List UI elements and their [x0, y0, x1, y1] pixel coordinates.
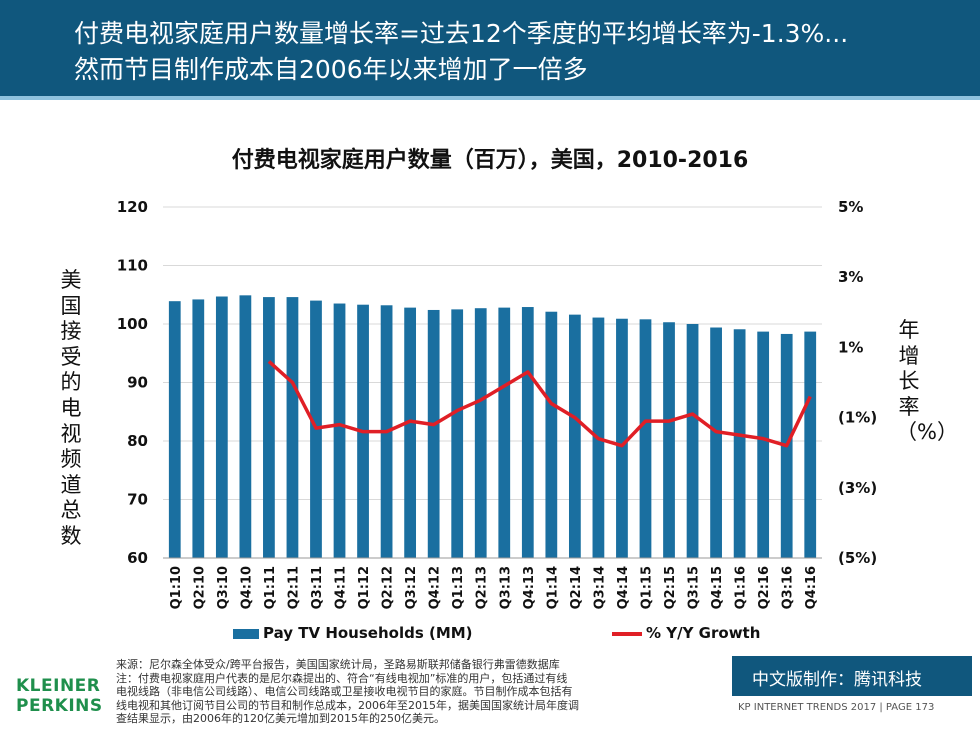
- x-tick-label: Q3:14: [592, 566, 607, 609]
- bar: [286, 297, 299, 558]
- x-tick-label: Q4:14: [616, 566, 631, 609]
- x-tick-label: Q3:12: [404, 566, 419, 609]
- source-line: 线电视和其他订阅节目公司的节目和制作总成本，2006年至2015年，据美国国家统…: [116, 698, 579, 712]
- bar: [639, 319, 652, 558]
- bar: [192, 299, 205, 558]
- legend-bars: Pay TV Households (MM): [233, 624, 473, 642]
- header-bar: [0, 0, 980, 96]
- source-line: 注：付费电视家庭用户代表的是尼尔森提出的、符合“有线电视加”标准的用户，包括通过…: [116, 671, 568, 685]
- x-tick-label: Q4:16: [804, 566, 819, 609]
- bar: [521, 307, 534, 558]
- chart-title: 付费电视家庭用户数量（百万），美国，2010-2016: [231, 148, 749, 173]
- source-notes: 来源：尼尔森全体受众/跨平台报告，美国国家统计局，圣路易斯联邦储备银行弗雷德数据…: [116, 658, 714, 726]
- x-tick-label: Q2:12: [381, 566, 396, 609]
- bar: [733, 329, 746, 558]
- legend-line: % Y/Y Growth: [612, 624, 760, 642]
- translation-badge: 中文版制作：腾讯科技: [732, 656, 972, 696]
- bar: [451, 309, 464, 558]
- bar: [498, 307, 511, 558]
- x-tick-label: Q3:10: [216, 566, 231, 609]
- x-tick-label: Q2:16: [757, 566, 772, 609]
- x-tick-label: Q4:13: [522, 566, 537, 609]
- page-title-line2: 然而节目制作成本自2006年以来增加了一倍多: [74, 55, 588, 84]
- y-tick-label: 60: [127, 549, 148, 567]
- bar: [239, 295, 252, 558]
- x-tick-label: Q1:16: [734, 566, 749, 609]
- y2-tick-label: (3%): [838, 479, 877, 497]
- legend-line-label: % Y/Y Growth: [646, 624, 761, 642]
- y-tick-label: 80: [127, 432, 148, 450]
- badge-text: 中文版制作：腾讯科技: [752, 670, 922, 690]
- x-tick-label: Q1:12: [357, 566, 372, 609]
- page-title-line1: 付费电视家庭用户数量增长率=过去12个季度的平均增长率为-1.3%...: [74, 19, 849, 48]
- bar: [474, 308, 487, 558]
- bar: [686, 324, 699, 558]
- header-divider: [0, 96, 980, 100]
- x-tick-label: Q2:13: [475, 566, 490, 609]
- legend-bar-label: Pay TV Households (MM): [263, 624, 473, 642]
- page-info: KP INTERNET TRENDS 2017 | PAGE 173: [738, 702, 935, 713]
- y-tick-label: 70: [127, 491, 148, 509]
- x-tick-label: Q1:11: [263, 566, 278, 609]
- x-tick-label: Q3:11: [310, 566, 325, 609]
- y2-tick-label: (1%): [838, 409, 877, 427]
- x-tick-label: Q4:10: [239, 566, 254, 609]
- bar: [568, 314, 581, 558]
- x-tick-label: Q1:14: [545, 566, 560, 609]
- x-tick-label: Q2:11: [286, 566, 301, 609]
- x-tick-label: Q2:10: [192, 566, 207, 609]
- bar: [427, 309, 440, 558]
- y-tick-label: 100: [117, 315, 148, 333]
- y2-tick-label: 1%: [838, 338, 863, 356]
- logo-line2: PERKINS: [16, 696, 103, 716]
- y-axis-label-left: 美国接受的电视频道总数: [60, 268, 82, 548]
- bar: [757, 331, 770, 558]
- x-tick-label: Q2:14: [569, 566, 584, 609]
- x-tick-label: Q4:12: [428, 566, 443, 609]
- y2-tick-label: (5%): [838, 549, 877, 567]
- bar: [545, 311, 558, 558]
- x-tick-label: Q1:13: [451, 566, 466, 609]
- bar: [663, 322, 675, 558]
- y-tick-label: 110: [117, 257, 148, 275]
- x-tick-label: Q3:16: [781, 566, 796, 609]
- y-tick-label: 120: [117, 198, 148, 216]
- bar: [215, 296, 228, 558]
- legend-line-swatch: [612, 631, 642, 636]
- y-tick-label: 90: [127, 374, 148, 392]
- source-line: 来源：尼尔森全体受众/跨平台报告，美国国家统计局，圣路易斯联邦储备银行弗雷德数据…: [116, 658, 560, 671]
- y2-tick-label: 3%: [838, 268, 863, 286]
- bar: [616, 318, 628, 558]
- bar: [168, 301, 181, 558]
- bar: [804, 331, 817, 558]
- kleiner-perkins-logo: KLEINER PERKINS: [16, 676, 103, 716]
- bar: [404, 307, 417, 558]
- legend-bar-swatch: [233, 628, 259, 639]
- bar: [263, 297, 275, 558]
- x-tick-label: Q1:10: [169, 566, 184, 609]
- logo-line1: KLEINER: [16, 676, 101, 696]
- x-tick-label: Q2:15: [663, 566, 678, 609]
- x-tick-label: Q4:11: [334, 566, 349, 609]
- x-tick-label: Q1:15: [639, 566, 654, 609]
- growth-line: [267, 360, 812, 448]
- x-tick-label: Q3:15: [687, 566, 702, 609]
- x-tick-label: Q3:13: [498, 566, 513, 609]
- source-line: 电视线路（非电信公司线路）、电信公司线路或卫星接收电视节目的家庭。节目制作成本包…: [116, 685, 573, 698]
- source-line: 查结果显示，由2006年的120亿美元增加到2015年的250亿美元。: [116, 712, 445, 725]
- y2-tick-label: 5%: [838, 198, 863, 216]
- bar: [333, 303, 346, 558]
- bar: [710, 327, 722, 558]
- x-tick-label: Q4:15: [710, 566, 725, 609]
